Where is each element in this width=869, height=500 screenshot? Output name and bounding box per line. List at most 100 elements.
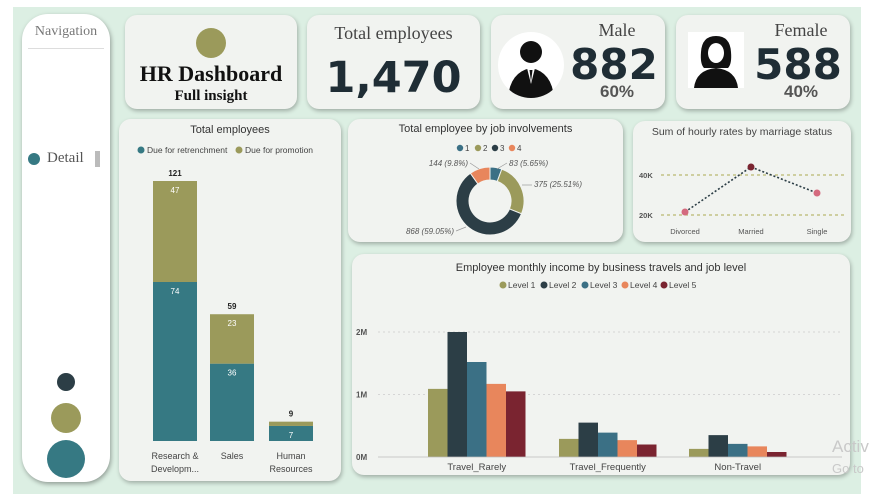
legend-dot-level-3 — [581, 281, 589, 289]
navigation-panel: Navigation Detail — [22, 14, 110, 482]
detail-dot-icon — [28, 152, 40, 165]
female-person-icon — [694, 36, 738, 88]
bar-promotion — [269, 421, 313, 426]
category-label: Developm... — [151, 464, 199, 474]
donut-leader-line — [455, 226, 467, 232]
dark-circle-icon[interactable] — [57, 373, 75, 391]
income-bar-level-5 — [637, 444, 657, 457]
category-label: Research & — [151, 451, 198, 461]
x-tick-label: Divorced — [670, 227, 700, 236]
income-bar-level-2 — [578, 422, 598, 457]
x-category-label: Travel_Frequently — [570, 462, 646, 473]
detail-indicator — [94, 150, 100, 167]
nav-detail-label: Detail — [47, 150, 84, 166]
income-bar-level-2 — [447, 332, 467, 457]
income-bar-level-1 — [689, 448, 709, 457]
legend-dot-1 — [235, 146, 243, 154]
kpi-total-value: 1,470 — [325, 53, 462, 103]
bar-total-label: 121 — [168, 169, 182, 178]
total-employees-chart: Due for retrenchment Due for promotion 74 4… — [137, 145, 313, 474]
hourly-rates-chart-card: Sum of hourly rates by marriage status 2… — [633, 121, 851, 242]
legend-label-4: 4 — [517, 144, 522, 153]
chart4-title: Employee monthly income by business trav… — [455, 262, 747, 274]
donut-slice-2 — [496, 168, 525, 215]
x-tick-label: Married — [738, 227, 763, 236]
income-bar-level-5 — [506, 391, 526, 457]
bar-label-retrenchment: 74 — [171, 287, 180, 296]
monthly-income-chart-card: Employee monthly income by business trav… — [352, 254, 850, 475]
bar-label-promotion: 23 — [228, 319, 237, 328]
activation-watermark: Activ Go to — [832, 436, 869, 480]
legend-label-level-2: Level 2 — [549, 280, 577, 290]
kpi-total-label: Total employees — [334, 23, 453, 43]
legend-label-level-3: Level 3 — [590, 280, 618, 290]
bar-label-promotion: 47 — [171, 186, 180, 195]
category-label: Human — [276, 451, 305, 461]
legend-label-2: 2 — [483, 144, 488, 153]
bar-total-label: 9 — [289, 410, 294, 419]
job-involvement-chart-card: Total employee by job involvements 1 2 3 4 8… — [348, 119, 623, 242]
income-bar-level-4 — [486, 383, 506, 457]
donut-slice-3 — [455, 172, 523, 236]
donut-slice-4 — [469, 166, 491, 185]
header-card: HR Dashboard Full insight — [125, 15, 297, 109]
kpi-female-percent: 40% — [783, 82, 819, 101]
male-avatar — [498, 32, 564, 98]
legend-dot-level-2 — [540, 281, 548, 289]
legend-dot-1 — [456, 144, 464, 152]
legend-label-level-1: Level 1 — [508, 280, 536, 290]
x-category-label: Non-Travel — [714, 462, 761, 473]
donut-data-label: 375 (25.51%) — [534, 180, 582, 189]
x-category-label: Travel_Rarely — [447, 462, 506, 473]
legend-label-1: 1 — [465, 144, 470, 153]
bar-label-retrenchment: 36 — [228, 369, 237, 378]
logo-circle-icon — [196, 28, 226, 58]
income-bar-level-1 — [428, 388, 448, 457]
income-bar-level-1 — [559, 438, 579, 457]
legend-label-0: Due for retrenchment — [147, 145, 228, 155]
male-person-icon — [508, 41, 554, 98]
bar-retrenchment — [210, 363, 254, 441]
nav-detail-button[interactable]: Detail — [28, 150, 100, 167]
legend-dot-3 — [491, 144, 499, 152]
kpi-male-percent: 60% — [599, 82, 635, 101]
line-point-single — [813, 189, 821, 197]
page-title: HR Dashboard — [139, 61, 283, 86]
navigation-title: Navigation — [34, 24, 98, 39]
y-tick-label: 2M — [356, 328, 367, 337]
donut-leader-line — [496, 162, 508, 170]
kpi-female-label: Female — [774, 20, 828, 40]
hourly-rate-line — [684, 166, 818, 213]
income-bar-level-3 — [598, 432, 618, 457]
navigation-divider — [28, 48, 104, 49]
chart2-title: Total employee by job involvements — [398, 123, 573, 135]
income-bar-level-3 — [467, 362, 487, 457]
female-avatar — [688, 32, 744, 88]
kpi-male-card: Male 882 60% — [491, 15, 665, 109]
bar-promotion — [210, 314, 254, 364]
income-bar-level-4 — [617, 440, 637, 457]
total-employees-chart-card: Total employees Due for retrenchment Due … — [119, 119, 341, 481]
chart3-title: Sum of hourly rates by marriage status — [651, 126, 833, 138]
watermark-line1: Activ — [832, 437, 869, 456]
kpi-male-label: Male — [598, 20, 636, 40]
teal-circle-icon[interactable] — [47, 440, 85, 478]
legend-label-level-4: Level 4 — [630, 280, 658, 290]
income-bar-level-5 — [767, 452, 787, 457]
bar-total-label: 59 — [228, 302, 237, 311]
olive-circle-icon[interactable] — [51, 403, 81, 433]
legend-label-3: 3 — [500, 144, 505, 153]
watermark-line2: Go to — [832, 461, 864, 476]
donut-data-label: 83 (5.65%) — [509, 159, 548, 168]
bar-label-retrenchment: 7 — [289, 431, 294, 440]
legend-label-level-5: Level 5 — [669, 280, 697, 290]
job-involvement-donut-chart: 1 2 3 4 83 (5.65%) 375 (25.51%) 868 (59.05%) 14… — [406, 144, 582, 236]
donut-leader-line — [469, 162, 480, 170]
legend-dot-2 — [474, 144, 482, 152]
category-label: Resources — [269, 464, 313, 474]
legend-dot-0 — [137, 146, 145, 154]
chart1-title: Total employees — [190, 124, 270, 136]
page-subtitle: Full insight — [174, 88, 248, 104]
kpi-female-card: Female 588 40% — [676, 15, 850, 109]
bar-retrenchment — [269, 425, 313, 441]
